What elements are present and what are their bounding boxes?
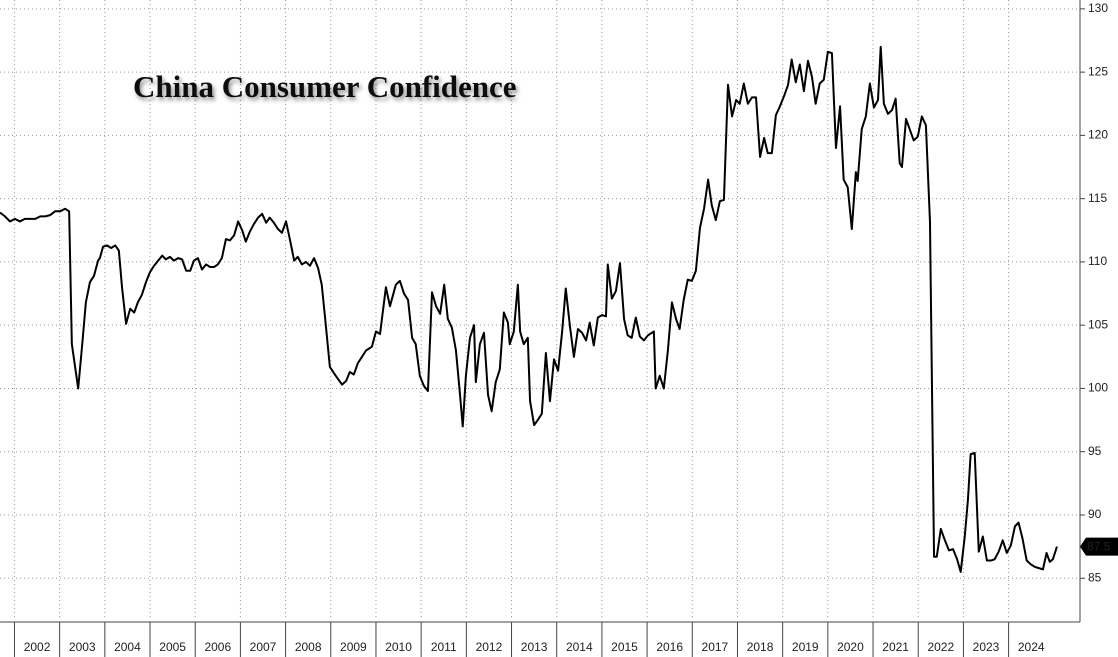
x-tick-label: 2009	[340, 640, 367, 654]
y-tick-label: 95	[1088, 444, 1102, 458]
x-tick-label: 2005	[159, 640, 186, 654]
y-tick-label: 90	[1088, 507, 1102, 521]
x-tick-label: 2020	[837, 640, 864, 654]
x-tick-label: 2016	[656, 640, 683, 654]
y-tick-label: 105	[1088, 317, 1108, 331]
x-tick-label: 2024	[1018, 640, 1045, 654]
x-tick-label: 2011	[431, 640, 457, 654]
x-tick-label: 2013	[521, 640, 548, 654]
x-tick-label: 2022	[927, 640, 954, 654]
y-tick-label: 115	[1088, 191, 1107, 205]
x-tick-label: 2007	[250, 640, 277, 654]
x-tick-label: 2017	[702, 640, 729, 654]
x-tick-label: 2003	[69, 640, 96, 654]
x-tick-label: 2018	[747, 640, 774, 654]
x-tick-label: 2019	[792, 640, 819, 654]
y-tick-label: 110	[1088, 254, 1107, 268]
x-tick-label: 2004	[114, 640, 141, 654]
x-tick-label: 2023	[973, 640, 1000, 654]
last-value-badge	[1080, 537, 1118, 556]
x-tick-label: 2021	[882, 640, 909, 654]
y-tick-label: 125	[1088, 64, 1108, 78]
y-tick-label: 120	[1088, 128, 1108, 142]
x-tick-label: 2012	[476, 640, 503, 654]
last-value-label: 87.5	[1087, 539, 1111, 553]
plot-area	[0, 45, 1058, 573]
x-tick-label: 2006	[204, 640, 231, 654]
x-tick-label: 2008	[295, 640, 322, 654]
x-tick-label: 2015	[611, 640, 638, 654]
line-series	[0, 45, 1058, 573]
y-tick-label: 85	[1088, 570, 1102, 584]
y-tick-label: 130	[1088, 1, 1108, 15]
chart-title: China Consumer Confidence	[133, 69, 517, 104]
x-tick-label: 2014	[566, 640, 593, 654]
x-tick-label: 2010	[385, 640, 412, 654]
y-tick-label: 100	[1088, 381, 1108, 395]
x-tick-label: 2002	[24, 640, 51, 654]
grid	[0, 0, 1080, 620]
